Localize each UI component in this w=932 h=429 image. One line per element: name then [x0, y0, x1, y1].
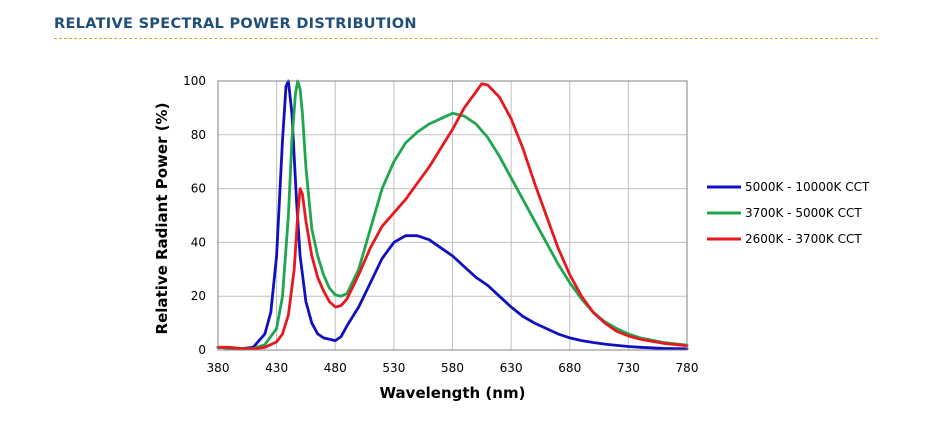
legend-label-1: 5000K - 10000K CCT: [745, 180, 870, 194]
chart-series: [216, 79, 689, 351]
series-line-1: [216, 79, 689, 351]
series-line-2: [216, 79, 689, 351]
y-tick-label: 100: [183, 74, 206, 88]
plot-frame: [217, 80, 688, 351]
x-tick-label: 380: [207, 361, 230, 375]
x-tick-label: 480: [324, 361, 347, 375]
y-tick-label: 60: [191, 182, 206, 196]
x-tick-label: 580: [441, 361, 464, 375]
chart-legend: 5000K - 10000K CCT 3700K - 5000K CCT 2600K…: [707, 180, 870, 246]
x-tick-label: 780: [676, 361, 699, 375]
y-tick-label: 80: [191, 128, 206, 142]
series-line-3: [216, 82, 689, 351]
legend-label-3: 2600K - 3700K CCT: [745, 232, 862, 246]
x-tick-labels: 380 430 480 530 580 630 680 730 780: [207, 361, 699, 375]
x-tick-label: 730: [617, 361, 640, 375]
legend-label-2: 3700K - 5000K CCT: [745, 206, 862, 220]
x-tick-label: 630: [500, 361, 523, 375]
x-tick-label: 680: [558, 361, 581, 375]
y-tick-labels: 0 20 40 60 80 100: [183, 74, 206, 357]
y-tick-label: 40: [191, 235, 206, 249]
x-tick-label: 530: [382, 361, 405, 375]
y-tick-label: 0: [198, 343, 206, 357]
y-axis-title: Relative Radiant Power (%): [153, 103, 171, 335]
x-tick-label: 430: [265, 361, 288, 375]
y-tick-label: 20: [191, 289, 206, 303]
section-title: RELATIVE SPECTRAL POWER DISTRIBUTION: [54, 16, 417, 32]
x-axis-title: Wavelength (nm): [380, 384, 526, 402]
title-divider: [54, 38, 878, 39]
